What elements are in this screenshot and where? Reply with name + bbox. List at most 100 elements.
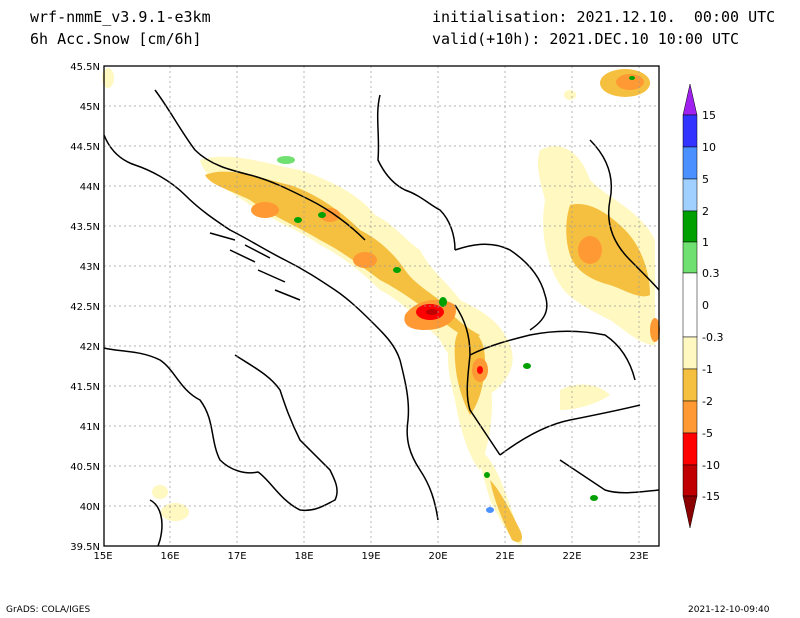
lat-label: 43.5N	[70, 222, 100, 233]
colorbar-segment	[682, 368, 698, 402]
footer-timestamp: 2021-12-10-09:40	[688, 605, 770, 615]
lat-label: 39.5N	[70, 542, 100, 553]
light-snow-area-n	[564, 90, 576, 100]
colorbar: 15 10 5 2 1 0.3 0 -0.3 -1 -2 -5 -10 -15	[682, 83, 723, 529]
grid	[104, 66, 659, 546]
snow-band-east	[566, 204, 650, 297]
green-spot	[277, 156, 295, 164]
colorbar-label: 10	[702, 141, 716, 154]
snow-patch	[650, 318, 660, 342]
valid-time: valid(+10h): 2021.DEC.10 10:00 UTC	[432, 30, 740, 48]
green-spot	[318, 212, 326, 218]
lat-label: 44N	[80, 182, 100, 193]
lat-label: 41N	[80, 422, 100, 433]
light-snow-area-bg	[560, 384, 610, 410]
lat-label: 41.5N	[70, 382, 100, 393]
italy-coast	[103, 347, 338, 512]
light-snow-area	[200, 156, 513, 400]
snow-patch	[353, 252, 377, 268]
colorbar-segment	[682, 178, 698, 212]
croatian-islands	[209, 232, 301, 301]
colorbar-label: -0.3	[702, 331, 723, 344]
colorbar-segment	[682, 400, 698, 434]
colorbar-top-arrow	[682, 83, 698, 116]
lon-label: 22E	[562, 551, 581, 562]
colorbar-segment	[682, 432, 698, 466]
lat-label: 45N	[80, 102, 100, 113]
colorbar-segment	[682, 272, 698, 338]
lat-label: 43N	[80, 262, 100, 273]
colorbar-label: 15	[702, 109, 716, 122]
lon-label: 20E	[428, 551, 447, 562]
colorbar-label: 5	[702, 173, 709, 186]
footer-credit: GrADS: COLA/IGES	[6, 605, 91, 615]
model-title: wrf-nmmE_v3.9.1-e3km	[30, 8, 211, 26]
heavy-snow-core	[477, 366, 483, 374]
green-spot	[484, 472, 490, 478]
lat-label: 42.5N	[70, 302, 100, 313]
lon-label: 16E	[160, 551, 179, 562]
lat-label: 44.5N	[70, 142, 100, 153]
colorbar-segment	[682, 210, 698, 243]
albania-east-border	[454, 304, 501, 456]
colorbar-segment	[682, 464, 698, 497]
green-spot	[629, 76, 635, 80]
snow-patch	[578, 236, 602, 264]
light-snow-area-italy	[161, 503, 189, 521]
lon-label: 18E	[294, 551, 313, 562]
colorbar-segment	[682, 146, 698, 180]
colorbar-label: -1	[702, 363, 713, 376]
heavy-snow-core-dark	[426, 309, 438, 315]
albania-coast	[399, 359, 439, 521]
lon-label: 15E	[93, 551, 112, 562]
snow-band-south	[454, 329, 485, 415]
kosovo-border	[454, 243, 548, 331]
colorbar-label: -2	[702, 395, 713, 408]
map-area	[104, 66, 659, 546]
green-spot	[393, 267, 401, 273]
colorbar-segment	[682, 114, 698, 148]
lat-label: 42N	[80, 342, 100, 353]
snow-band-greece	[490, 480, 523, 542]
bosnia-border	[154, 89, 366, 241]
lon-label: 21E	[495, 551, 514, 562]
green-spot	[439, 297, 447, 307]
lat-tick-labels: 45.5N 45N 44.5N 44N 43.5N 43N 42.5N 42N …	[70, 62, 100, 553]
light-snow-area-nw	[102, 68, 114, 88]
lat-label: 40N	[80, 502, 100, 513]
snow-patch	[251, 202, 279, 218]
colorbar-segment	[682, 336, 698, 370]
blue-spot	[486, 507, 494, 513]
green-spot	[590, 495, 598, 501]
initialisation-time: initialisation: 2021.12.10. 00:00 UTC	[432, 8, 776, 26]
colorbar-segment	[682, 241, 698, 274]
macedonia-border	[469, 330, 636, 381]
colorbar-label: -5	[702, 427, 713, 440]
lat-label: 45.5N	[70, 62, 100, 73]
lon-label: 23E	[629, 551, 648, 562]
snow-patch	[320, 208, 340, 222]
snow-fields	[102, 68, 660, 545]
lon-label: 19E	[361, 551, 380, 562]
colorbar-bottom-arrow	[682, 495, 698, 529]
coastlines-borders	[103, 89, 660, 547]
aegean-coast	[559, 459, 660, 494]
serbia-border	[376, 94, 456, 251]
light-snow-area-italy2	[152, 485, 168, 499]
snow-patch	[616, 74, 644, 90]
colorbar-label: -10	[702, 459, 720, 472]
lon-label: 17E	[227, 551, 246, 562]
colorbar-label: 2	[702, 205, 709, 218]
bulgaria-border	[589, 139, 660, 291]
colorbar-label: 0	[702, 299, 709, 312]
green-spot	[523, 363, 531, 369]
adriatic-coast	[103, 134, 401, 361]
colorbar-label: 1	[702, 236, 709, 249]
green-spot	[294, 217, 302, 223]
italy-heel	[149, 499, 163, 547]
map-frame	[103, 65, 660, 547]
lat-label: 40.5N	[70, 462, 100, 473]
lon-tick-labels: 15E 16E 17E 18E 19E 20E 21E 22E 23E	[93, 551, 648, 562]
colorbar-label: 0.3	[702, 267, 720, 280]
